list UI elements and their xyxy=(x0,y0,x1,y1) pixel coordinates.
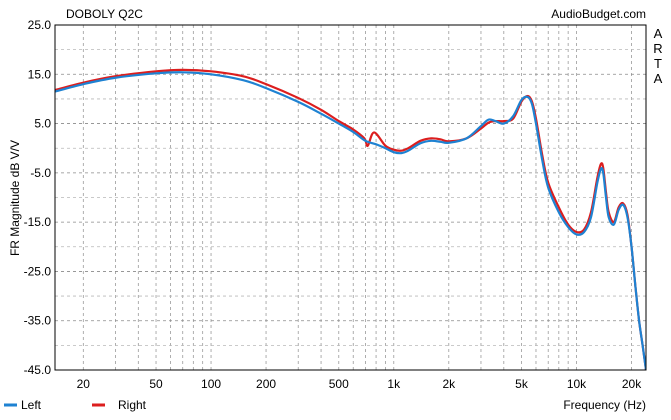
grid xyxy=(55,25,646,370)
y-tick-label: -35.0 xyxy=(24,314,52,328)
x-tick-label: 50 xyxy=(149,377,163,391)
legend-label-right: Right xyxy=(118,398,147,412)
legend: Left Right xyxy=(4,398,147,412)
watermark: AudioBudget.com xyxy=(551,7,646,21)
y-tick-label: -15.0 xyxy=(24,215,52,229)
y-tick-label: 25.0 xyxy=(28,18,52,32)
y-tick-label: -45.0 xyxy=(24,363,52,377)
side-label-letter: A xyxy=(654,71,663,86)
y-tick-label: -5.0 xyxy=(30,166,51,180)
series-layer xyxy=(55,68,646,370)
x-tick-label: 500 xyxy=(329,377,349,391)
x-tick-label: 200 xyxy=(256,377,276,391)
legend-label-left: Left xyxy=(21,398,42,412)
x-tick-label: 10k xyxy=(567,377,587,391)
side-label-letter: R xyxy=(653,41,662,56)
chart-title: DOBOLY Q2C xyxy=(66,7,143,21)
side-label-letter: T xyxy=(654,56,662,71)
y-tick-labels: 25.0 15.0 5.0 -5.0 -15.0 -25.0 -35.0 -45.0 xyxy=(24,18,52,377)
x-tick-label: 5k xyxy=(515,377,529,391)
y-tick-label: 15.0 xyxy=(28,67,52,81)
x-tick-label: 100 xyxy=(201,377,221,391)
y-tick-label: -25.0 xyxy=(24,264,52,278)
x-tick-label: 20k xyxy=(622,377,642,391)
x-tick-labels: 20 50 100 200 500 1k 2k 5k 10k 20k xyxy=(77,377,643,391)
plot-frame xyxy=(54,24,647,371)
x-axis-label: Frequency (Hz) xyxy=(563,398,646,412)
x-tick-label: 2k xyxy=(442,377,456,391)
x-tick-label: 1k xyxy=(387,377,401,391)
x-tick-label: 20 xyxy=(77,377,91,391)
series-line-left xyxy=(55,71,646,370)
y-axis-label: FR Magnitude dB V/V xyxy=(8,140,22,256)
y-tick-label: 5.0 xyxy=(34,117,51,131)
side-label-letter: A xyxy=(654,26,663,41)
